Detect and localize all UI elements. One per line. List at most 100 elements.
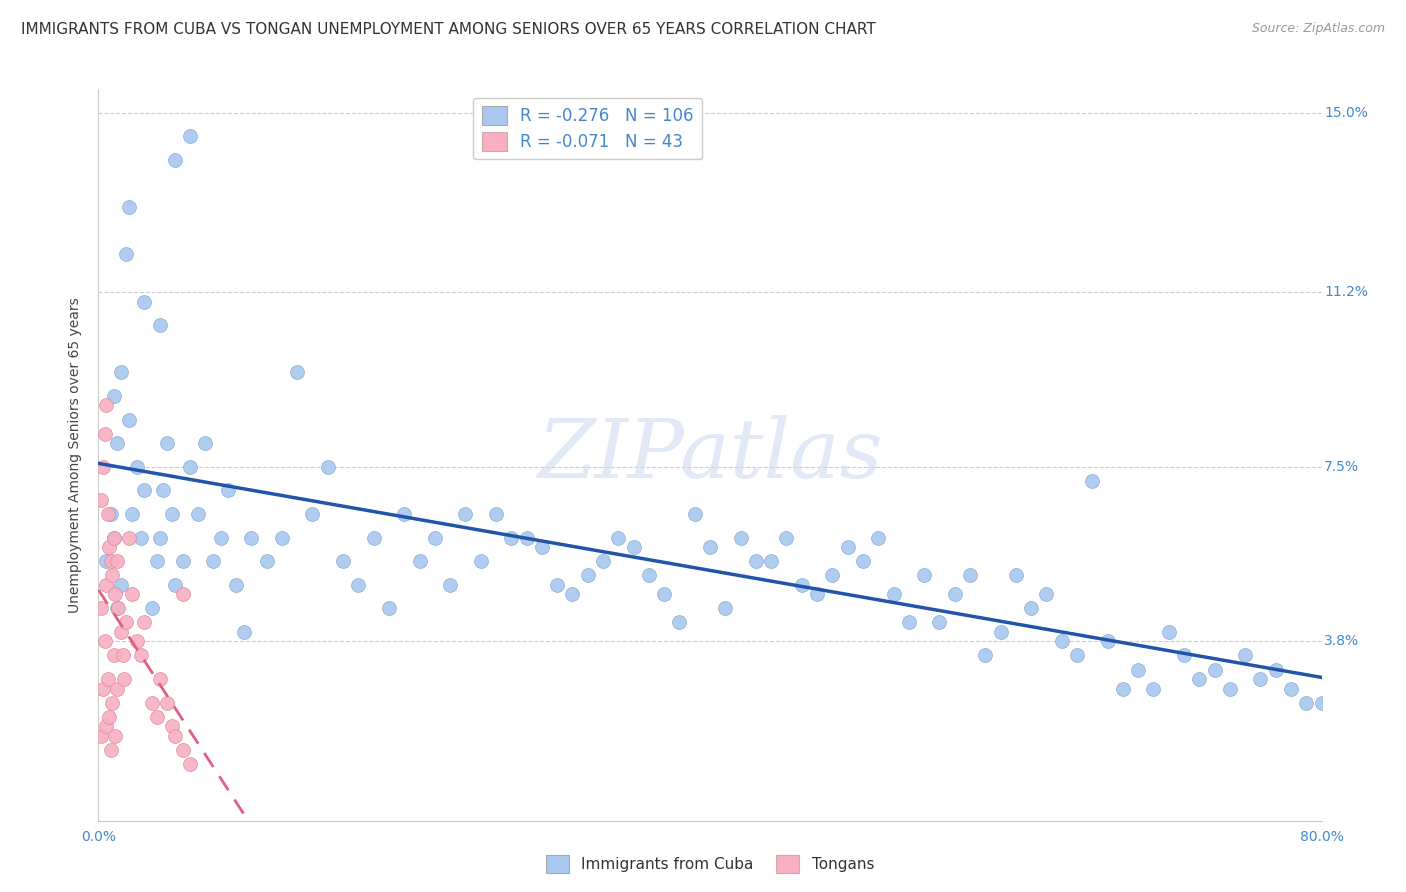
Point	[363, 531, 385, 545]
Point	[516, 531, 538, 545]
Point	[111, 648, 134, 663]
Point	[149, 672, 172, 686]
Point	[100, 507, 122, 521]
Point	[194, 436, 217, 450]
Point	[100, 554, 122, 568]
Point	[868, 531, 890, 545]
Point	[103, 531, 125, 545]
Text: IMMIGRANTS FROM CUBA VS TONGAN UNEMPLOYMENT AMONG SENIORS OVER 65 YEARS CORRELAT: IMMIGRANTS FROM CUBA VS TONGAN UNEMPLOYM…	[21, 22, 876, 37]
Text: 11.2%: 11.2%	[1324, 285, 1368, 299]
Point	[172, 554, 194, 568]
Point	[112, 672, 135, 686]
Point	[439, 577, 461, 591]
Point	[94, 577, 117, 591]
Point	[1050, 634, 1073, 648]
Text: Source: ZipAtlas.com: Source: ZipAtlas.com	[1251, 22, 1385, 36]
Point	[806, 587, 828, 601]
Point	[129, 648, 152, 663]
Point	[141, 696, 163, 710]
Point	[1097, 634, 1119, 648]
Point	[1019, 601, 1042, 615]
Point	[134, 294, 156, 309]
Point	[121, 507, 143, 521]
Point	[683, 507, 706, 521]
Point	[97, 672, 120, 686]
Point	[101, 568, 124, 582]
Point	[115, 247, 138, 261]
Point	[209, 531, 232, 545]
Point	[100, 743, 122, 757]
Text: 15.0%: 15.0%	[1324, 106, 1368, 120]
Point	[105, 554, 128, 568]
Point	[821, 568, 844, 582]
Point	[115, 615, 138, 630]
Point	[897, 615, 920, 630]
Point	[378, 601, 401, 615]
Point	[256, 554, 278, 568]
Point	[332, 554, 354, 568]
Point	[485, 507, 508, 521]
Point	[1279, 681, 1302, 696]
Point	[652, 587, 675, 601]
Point	[1142, 681, 1164, 696]
Point	[90, 601, 112, 615]
Point	[1219, 681, 1241, 696]
Point	[149, 318, 172, 333]
Point	[129, 531, 152, 545]
Point	[623, 540, 645, 554]
Point	[172, 587, 194, 601]
Point	[101, 696, 124, 710]
Point	[959, 568, 981, 582]
Point	[98, 540, 121, 554]
Point	[105, 436, 128, 450]
Point	[990, 624, 1012, 639]
Point	[714, 601, 737, 615]
Point	[1188, 672, 1211, 686]
Point	[637, 568, 661, 582]
Point	[134, 483, 156, 498]
Point	[163, 153, 186, 167]
Point	[1310, 696, 1333, 710]
Point	[94, 554, 117, 568]
Point	[745, 554, 768, 568]
Point	[1264, 663, 1286, 677]
Text: 7.5%: 7.5%	[1324, 459, 1360, 474]
Text: 3.8%: 3.8%	[1324, 634, 1360, 648]
Point	[561, 587, 583, 601]
Point	[928, 615, 950, 630]
Point	[163, 577, 186, 591]
Y-axis label: Unemployment Among Seniors over 65 years: Unemployment Among Seniors over 65 years	[67, 297, 82, 613]
Point	[837, 540, 859, 554]
Point	[240, 531, 263, 545]
Point	[152, 483, 174, 498]
Point	[1173, 648, 1195, 663]
Point	[94, 719, 117, 733]
Text: ZIPatlas: ZIPatlas	[537, 415, 883, 495]
Point	[1295, 696, 1317, 710]
Point	[145, 554, 167, 568]
Point	[90, 492, 112, 507]
Point	[1004, 568, 1026, 582]
Point	[179, 129, 201, 144]
Point	[316, 459, 339, 474]
Point	[576, 568, 599, 582]
Point	[217, 483, 239, 498]
Point	[1128, 663, 1150, 677]
Point	[90, 729, 112, 743]
Point	[93, 634, 115, 648]
Point	[285, 365, 308, 379]
Point	[546, 577, 568, 591]
Point	[91, 459, 114, 474]
Point	[501, 531, 523, 545]
Point	[1066, 648, 1088, 663]
Point	[93, 426, 115, 441]
Point	[730, 531, 752, 545]
Point	[759, 554, 782, 568]
Point	[103, 389, 125, 403]
Point	[110, 365, 132, 379]
Point	[98, 710, 121, 724]
Point	[225, 577, 247, 591]
Point	[202, 554, 225, 568]
Point	[454, 507, 477, 521]
Point	[91, 681, 114, 696]
